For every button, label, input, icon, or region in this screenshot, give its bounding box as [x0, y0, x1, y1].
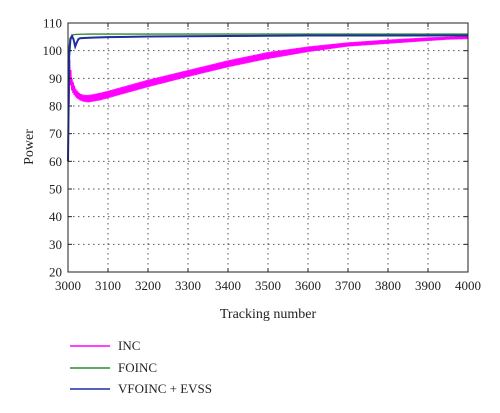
x-axis-label: Tracking number	[220, 307, 317, 322]
x-tick-label: 3700	[335, 278, 361, 293]
y-tick-label: 30	[49, 237, 62, 252]
x-tick-label: 3300	[175, 278, 201, 293]
x-tick-label: 3500	[255, 278, 281, 293]
series-layer	[67, 33, 469, 162]
y-tick-label: 100	[43, 43, 63, 58]
x-tick-label: 4000	[455, 278, 481, 293]
y-tick-label: 90	[49, 71, 62, 86]
y-tick-label: 80	[49, 99, 62, 114]
plot-background	[68, 23, 468, 272]
y-tick-label: 70	[49, 126, 62, 141]
legend-label-inc: INC	[118, 338, 140, 353]
x-tick-label: 3800	[375, 278, 401, 293]
series-line-inc	[67, 36, 469, 134]
legend-label-foinc: FOINC	[118, 360, 157, 375]
x-tick-label: 3900	[415, 278, 441, 293]
ticks	[67, 22, 469, 273]
y-tick-label: 20	[49, 265, 62, 280]
series-line-vfoinc-evss	[67, 33, 468, 162]
x-tick-label: 3400	[215, 278, 241, 293]
tick-labels: 3000 3100 3200 3300 3400 3500 3600 3700 3800 3900…	[43, 16, 482, 294]
x-tick-label: 3200	[135, 278, 161, 293]
y-axis-label: Power	[22, 129, 37, 165]
legend: INC FOINC VFOINC + EVSS	[70, 338, 212, 396]
y-tick-label: 50	[49, 182, 62, 197]
x-tick-label: 3100	[95, 278, 121, 293]
y-tick-label: 60	[49, 154, 62, 169]
y-tick-label: 110	[43, 16, 62, 31]
x-tick-label: 3000	[55, 278, 81, 293]
legend-label-vfoinc-evss: VFOINC + EVSS	[118, 381, 212, 396]
x-tick-label: 3600	[295, 278, 321, 293]
y-tick-label: 40	[49, 209, 62, 224]
